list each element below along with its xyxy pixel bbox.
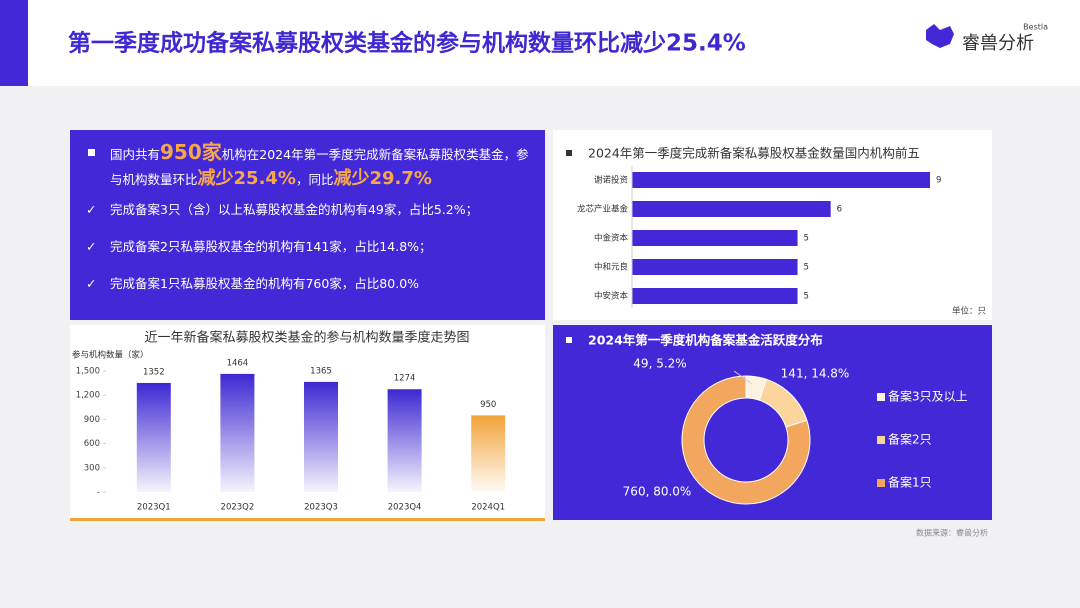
- legend-label: 备案2只: [888, 432, 932, 447]
- data-label: 5: [804, 292, 809, 302]
- data-label: 760, 80.0%: [623, 485, 692, 499]
- data-label: 1274: [394, 374, 416, 384]
- x-tick-label: 2023Q2: [221, 503, 255, 513]
- y-tick-label: 1,500: [76, 367, 100, 377]
- page-title: 第一季度成功备案私募股权类基金的参与机构数量环比减少25.4%: [68, 30, 746, 57]
- data-label: 6: [837, 205, 842, 215]
- legend-label: 备案3只及以上: [888, 389, 968, 404]
- source: 数据来源：睿兽分析: [916, 528, 988, 538]
- leader-line: [733, 370, 753, 385]
- text: ，同比: [295, 172, 334, 187]
- category-label: 中安资本: [594, 291, 629, 302]
- bar: [304, 381, 338, 492]
- x-tick-label: 2024Q1: [471, 503, 505, 513]
- y-axis-label: 参与机构数量（家）: [72, 350, 149, 361]
- header-band: [0, 0, 1080, 86]
- x-tick-label: 2023Q1: [137, 503, 171, 513]
- x-tick-label: 2023Q3: [304, 503, 338, 513]
- x-tick-label: 2023Q4: [388, 503, 422, 513]
- logo-sub: Bestla: [1023, 23, 1048, 32]
- bar: [471, 415, 506, 492]
- data-label: 950: [480, 400, 496, 410]
- chart-title: 2024年第一季度机构备案基金活跃度分布: [588, 333, 823, 348]
- y-tick-label: 900: [84, 415, 100, 425]
- unit-note: 单位：只: [952, 306, 987, 317]
- data-label: 9: [936, 176, 941, 186]
- data-label: 5: [804, 234, 809, 244]
- category-label: 谢诺投资: [594, 175, 629, 186]
- highlight: 950家: [160, 140, 222, 164]
- highlight: 减少29.7%: [333, 168, 432, 189]
- data-label: 5: [804, 263, 809, 273]
- y-tick-label: 600: [84, 439, 100, 449]
- donut-slice: [681, 375, 811, 505]
- lead-paragraph: 国内共有950家机构在2024年第一季度完成新备案私募股权类基金，参与机构数量环…: [84, 140, 534, 192]
- y-tick-label: 1,200: [76, 391, 100, 401]
- category-label: 龙芯产业基金: [577, 204, 629, 215]
- y-tick-label: 300: [84, 463, 100, 473]
- data-label: 1464: [227, 358, 249, 368]
- bar: [387, 389, 422, 492]
- category-label: 中和元良: [594, 262, 629, 273]
- bar: [632, 201, 831, 217]
- legend-swatch: [877, 393, 885, 401]
- logo-text: 睿兽分析: [962, 33, 1034, 54]
- data-label: 1365: [310, 366, 332, 376]
- bar: [136, 382, 171, 492]
- data-label: 49, 5.2%: [633, 357, 686, 371]
- legend-label: 备案1只: [888, 475, 932, 490]
- title-marker: [566, 150, 572, 156]
- highlight: 减少25.4%: [197, 168, 296, 189]
- bullet: 完成备案1只私募股权基金的机构有760家，占比80.0%: [84, 272, 534, 296]
- bullet: 完成备案3只（含）以上私募股权基金的机构有49家，占比5.2%；: [84, 198, 534, 222]
- bar: [632, 259, 798, 275]
- text: 国内共有: [110, 147, 161, 162]
- panel-accent: [70, 518, 545, 521]
- text: 机构在2024年第一季度完成新备案私募股权类基金，参与机构数量环比: [110, 147, 529, 187]
- legend-swatch: [877, 479, 885, 487]
- logo-icon: [926, 24, 954, 48]
- summary: 国内共有950家机构在2024年第一季度完成新备案私募股权类基金，参与机构数量环…: [84, 140, 534, 309]
- y-tick-label: -: [97, 488, 100, 498]
- chart-title: 2024年第一季度完成新备案私募股权基金数量国内机构前五: [588, 146, 920, 161]
- bar: [632, 230, 798, 246]
- data-label: 141, 14.8%: [781, 367, 850, 381]
- bar: [632, 288, 798, 304]
- header-accent: [0, 0, 28, 86]
- bar: [220, 373, 255, 492]
- bullet: 完成备案2只私募股权基金的机构有141家，占比14.8%；: [84, 235, 534, 259]
- title-marker: [566, 337, 572, 343]
- legend-swatch: [877, 436, 885, 444]
- data-label: 1352: [143, 367, 165, 377]
- chart-title: 近一年新备案私募股权类基金的参与机构数量季度走势图: [144, 330, 469, 346]
- category-label: 中金资本: [594, 233, 629, 244]
- bar: [632, 172, 930, 188]
